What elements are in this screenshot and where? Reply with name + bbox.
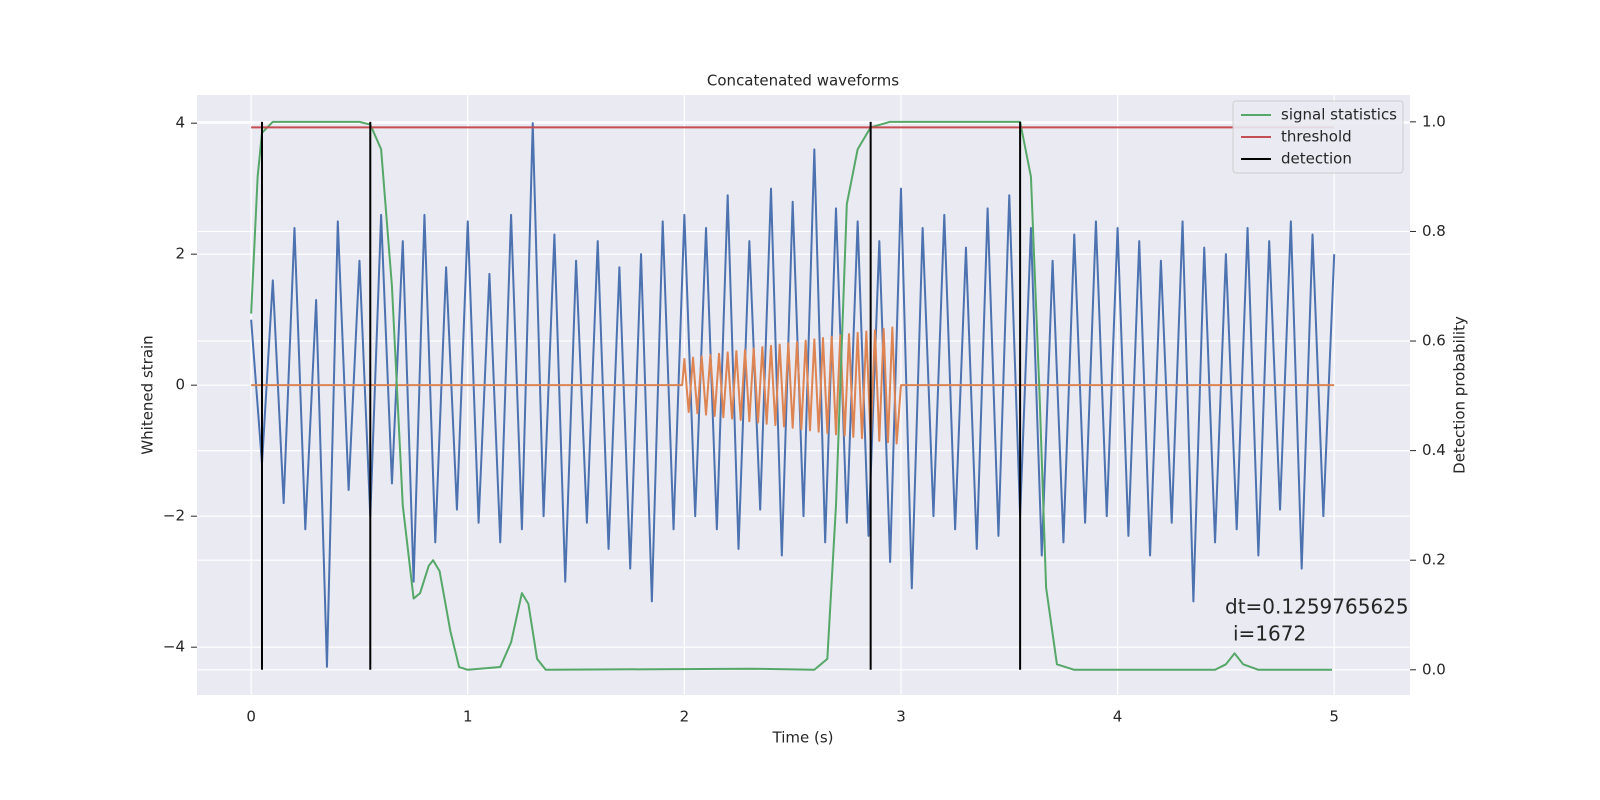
y2-tick-label: 0.8 — [1422, 222, 1446, 240]
x-axis-label: Time (s) — [772, 729, 834, 747]
y2-tick-label: 0.4 — [1422, 441, 1446, 459]
y2-tick-label: 0.6 — [1422, 332, 1446, 350]
legend-box — [1232, 100, 1404, 174]
x-tick-label: 5 — [1329, 708, 1339, 726]
legend-label: detection — [1281, 150, 1352, 168]
annotation: i=1672 — [1233, 622, 1306, 646]
y-tick-label: 0 — [175, 376, 185, 394]
series-line — [251, 326, 1335, 445]
y-tick-label: −2 — [163, 507, 185, 525]
y2-tick-label: 0.2 — [1422, 551, 1446, 569]
chart-title: Concatenated waveforms — [707, 72, 899, 90]
x-tick-label: 4 — [1113, 708, 1123, 726]
legend-label: threshold — [1281, 128, 1352, 146]
y-axis-label: Whitened strain — [139, 335, 157, 454]
x-tick-label: 2 — [680, 708, 690, 726]
x-tick-label: 1 — [463, 708, 473, 726]
y2-axis-label: Detection probability — [1451, 316, 1469, 474]
x-tick-label: 3 — [896, 708, 906, 726]
legend-label: signal statistics — [1281, 106, 1397, 124]
series-line — [250, 122, 1336, 668]
series-line — [250, 120, 1333, 671]
y-tick-label: 2 — [175, 245, 185, 263]
y2-tick-label: 1.0 — [1422, 112, 1446, 130]
annotation: dt=0.1259765625 — [1225, 595, 1409, 619]
y2-tick-label: 0.0 — [1422, 660, 1446, 678]
x-tick-label: 0 — [246, 708, 256, 726]
y-tick-label: 4 — [175, 114, 185, 132]
y-tick-label: −4 — [163, 638, 185, 656]
